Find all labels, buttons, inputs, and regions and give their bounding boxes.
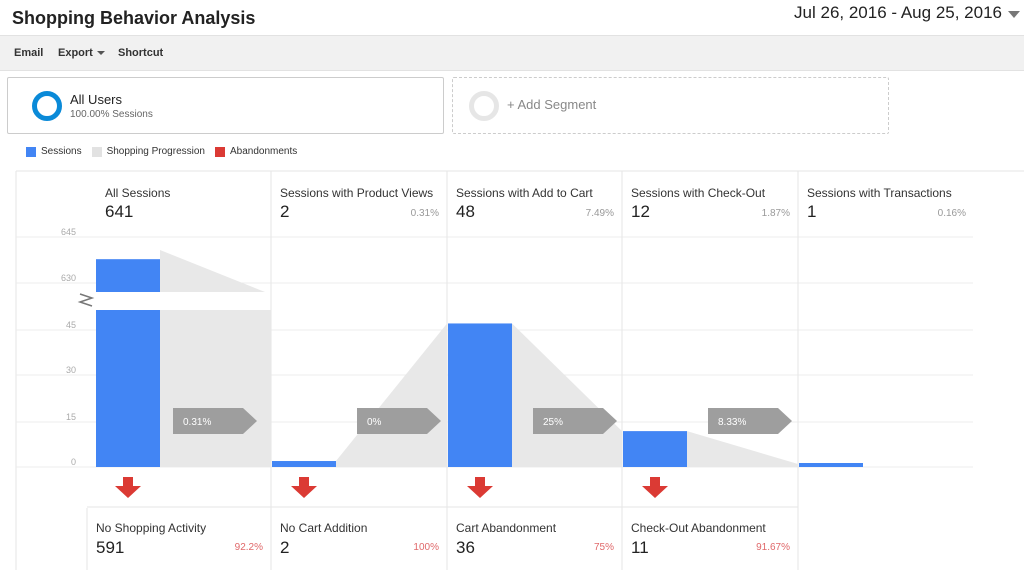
legend-label-sessions: Sessions: [41, 146, 82, 157]
segment-donut-icon: [32, 91, 62, 121]
abandonment-label: Check-Out Abandonment: [631, 521, 766, 535]
session-bar: [272, 461, 336, 467]
email-button[interactable]: Email: [14, 47, 44, 59]
y-tick-label: 0: [71, 457, 76, 467]
date-range-picker[interactable]: Jul 26, 2016 - Aug 25, 2016: [794, 3, 1020, 23]
progression-flow-upper: [160, 250, 265, 292]
abandonment-count: 2: [280, 538, 290, 557]
progression-flow: [687, 431, 798, 467]
stage-count: 12: [631, 202, 650, 221]
stage-percent: 0.16%: [937, 208, 966, 219]
y-tick-label: 645: [61, 227, 76, 237]
abandonment-cart[interactable]: Cart Abandonment 36 75%: [447, 508, 622, 570]
axis-break-icon: [77, 293, 95, 307]
stage-percent: 0.31%: [410, 208, 439, 219]
stage-label: All Sessions: [105, 186, 171, 200]
segment-detail: 100.00% Sessions: [70, 109, 153, 120]
stage-header-check-out[interactable]: Sessions with Check-Out 12 1.87%: [622, 172, 798, 236]
progression-rate-label: 0%: [367, 417, 382, 428]
segment-name: All Users: [70, 92, 123, 107]
chevron-down-icon: [96, 51, 105, 55]
y-tick-label: 30: [66, 365, 76, 375]
abandonment-percent: 92.2%: [234, 542, 263, 553]
progression-flow: [336, 323, 447, 467]
chart-legend: Sessions Shopping Progression Abandonmen…: [26, 146, 307, 157]
stage-header-transactions[interactable]: Sessions with Transactions 1 0.16%: [798, 172, 974, 236]
stage-label: Sessions with Transactions: [807, 186, 952, 200]
add-segment-button[interactable]: + Add Segment: [452, 77, 889, 134]
session-bar-upper: [96, 259, 160, 292]
legend-item-progression: Shopping Progression: [91, 146, 205, 157]
progression-flow: [512, 323, 622, 467]
y-tick-label: 45: [66, 320, 76, 330]
empty-segment-icon: [469, 91, 499, 121]
abandonment-no-cart-addition[interactable]: No Cart Addition 2 100%: [271, 508, 447, 570]
session-bar: [799, 463, 863, 467]
session-bar: [448, 323, 512, 467]
abandonment-label: Cart Abandonment: [456, 521, 557, 535]
abandonment-percent: 75%: [593, 542, 614, 553]
abandonment-check-out[interactable]: Check-Out Abandonment 11 91.67%: [622, 508, 798, 570]
legend-swatch-sessions: [26, 146, 36, 157]
abandonment-arrow-icon: [642, 477, 668, 498]
stage-count: 2: [280, 202, 290, 221]
legend-swatch-progression: [91, 146, 102, 157]
progression-rate-tag: [357, 408, 441, 434]
stage-count: 1: [807, 202, 817, 221]
abandonment-no-shopping-activity[interactable]: No Shopping Activity 591 92.2%: [87, 508, 271, 570]
abandonment-percent: 91.67%: [756, 542, 790, 553]
stage-count: 641: [105, 202, 134, 221]
segment-card-all-users[interactable]: All Users 100.00% Sessions: [7, 77, 444, 134]
export-button[interactable]: Export: [58, 47, 105, 59]
abandonment-arrow-icon: [115, 477, 141, 498]
chevron-down-icon: [1008, 10, 1020, 18]
y-tick-label: 630: [61, 273, 76, 283]
stage-header-all-sessions[interactable]: All Sessions 641: [96, 172, 271, 236]
stage-label: Sessions with Check-Out: [631, 186, 766, 200]
stage-count: 48: [456, 202, 475, 221]
session-bar: [96, 310, 160, 467]
abandonment-arrow-icon: [467, 477, 493, 498]
abandonment-count: 591: [96, 538, 125, 557]
shortcut-button[interactable]: Shortcut: [118, 47, 164, 59]
abandonment-label: No Shopping Activity: [96, 521, 207, 535]
stage-header-product-views[interactable]: Sessions with Product Views 2 0.31%: [271, 172, 447, 236]
abandonment-label: No Cart Addition: [280, 521, 368, 535]
legend-item-abandonments: Abandonments: [214, 146, 298, 157]
stage-percent: 1.87%: [761, 208, 790, 219]
progression-rate-label: 0.31%: [183, 417, 211, 428]
export-label: Export: [58, 47, 93, 59]
page-title: Shopping Behavior Analysis: [12, 8, 256, 28]
stage-percent: 7.49%: [585, 208, 614, 219]
page-header: Shopping Behavior Analysis Jul 26, 2016 …: [0, 0, 1024, 36]
toolbar: Email Export Shortcut: [0, 36, 1024, 71]
legend-swatch-abandonments: [214, 146, 225, 157]
stage-label: Sessions with Product Views: [280, 186, 434, 200]
legend-label-progression: Shopping Progression: [106, 146, 205, 157]
progression-flow: [160, 310, 271, 467]
abandonment-count: 11: [631, 538, 649, 557]
progression-rate-label: 25%: [543, 417, 563, 428]
stage-label: Sessions with Add to Cart: [456, 186, 593, 200]
progression-rate-tag: [708, 408, 792, 434]
abandonment-count: 36: [456, 538, 475, 557]
progression-rate-label: 8.33%: [718, 417, 746, 428]
progression-rate-tag: [173, 408, 257, 434]
legend-label-abandonments: Abandonments: [229, 146, 298, 157]
y-tick-label: 15: [66, 412, 76, 422]
session-bar: [623, 431, 687, 467]
abandonment-arrow-icon: [291, 477, 317, 498]
progression-rate-tag: [533, 408, 617, 434]
stage-header-add-to-cart[interactable]: Sessions with Add to Cart 48 7.49%: [447, 172, 622, 236]
add-segment-label: + Add Segment: [507, 97, 597, 112]
abandonment-percent: 100%: [413, 542, 439, 553]
legend-item-sessions: Sessions: [26, 146, 82, 157]
date-range-text: Jul 26, 2016 - Aug 25, 2016: [794, 3, 1002, 22]
